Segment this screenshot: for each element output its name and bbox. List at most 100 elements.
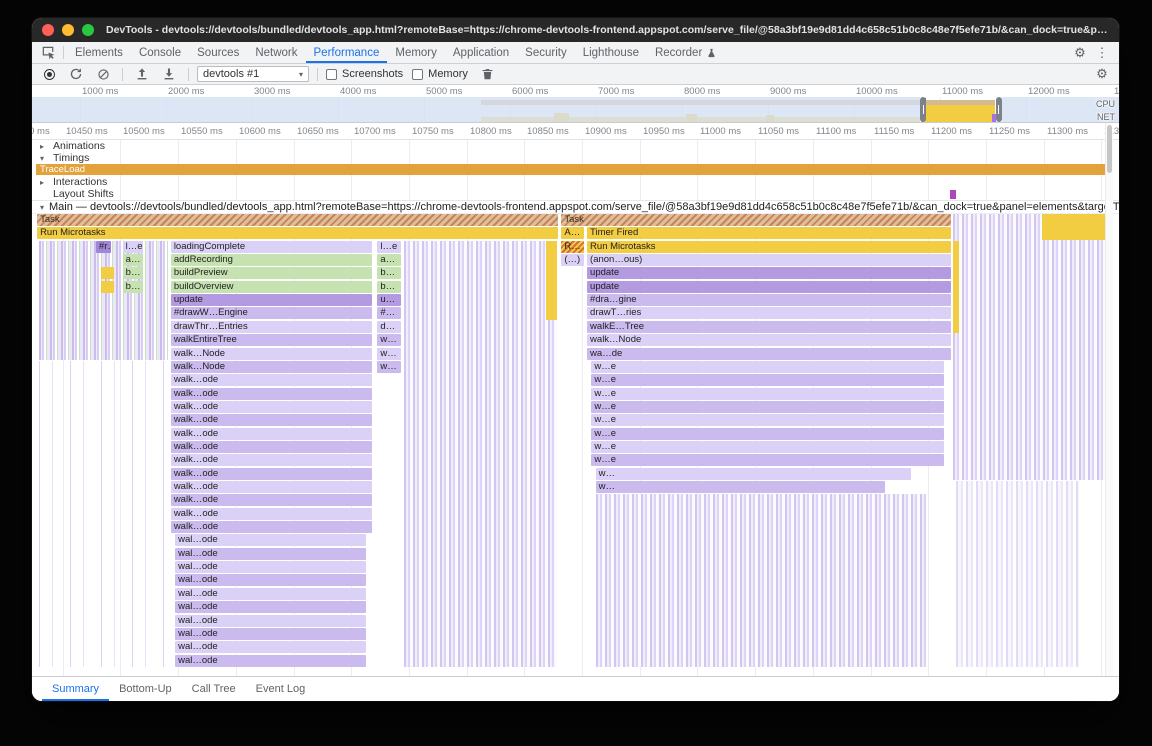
flame-bar[interactable]: update <box>587 280 951 293</box>
flame-bar[interactable]: w…e <box>591 454 945 467</box>
flame-bar[interactable]: (…) <box>561 254 584 267</box>
flame-bar[interactable]: drawThr…Entries <box>170 320 372 333</box>
flame-bar[interactable]: #dra…gine <box>587 294 951 307</box>
flame-bar[interactable]: u… <box>377 294 401 307</box>
flame-bar[interactable]: Run Microtasks <box>37 227 559 240</box>
flame-bar[interactable]: w… <box>377 360 401 373</box>
flame-bar[interactable]: w… <box>595 467 912 480</box>
flame-bar[interactable]: l…e <box>122 240 143 253</box>
flame-bar[interactable]: w…e <box>591 387 945 400</box>
track-interactions[interactable]: ▸ Interactions <box>32 176 1119 188</box>
flame-bar[interactable]: wal…ode <box>175 561 366 574</box>
load-profile-icon[interactable] <box>131 65 153 83</box>
flame-bar[interactable]: Task <box>561 214 950 226</box>
timeline-overview[interactable]: CPU NET 1000 ms 2000 ms 3000 ms 4000 ms 5000… <box>32 85 1119 123</box>
timeline-ruler[interactable]: 10400 ms 10450 ms 10500 ms 10550 ms 10600 ms… <box>32 123 1119 140</box>
flame-bar[interactable]: #r…s <box>95 240 111 253</box>
flame-bar[interactable]: buildOverview <box>170 280 372 293</box>
flame-bar[interactable]: #… <box>377 307 401 320</box>
flame-bar[interactable]: wal…ode <box>175 614 366 627</box>
flame-bar[interactable]: walk…Node <box>170 360 372 373</box>
flame-bar[interactable]: addRecording <box>170 254 372 267</box>
overview-cpu-strip[interactable] <box>32 97 1119 122</box>
flame-bar[interactable]: wal…ode <box>175 601 366 614</box>
tab-application[interactable]: Application <box>445 42 517 63</box>
flame-bar[interactable]: walk…ode <box>170 374 372 387</box>
tab-sources[interactable]: Sources <box>189 42 247 63</box>
capture-settings-gear-icon[interactable]: ⚙ <box>1096 66 1108 81</box>
track-timings[interactable]: ▾ Timings <box>32 152 1119 164</box>
tab-elements[interactable]: Elements <box>67 42 131 63</box>
drawer-tab-call-tree[interactable]: Call Tree <box>191 683 236 695</box>
flame-bar[interactable]: wal…ode <box>175 547 366 560</box>
flame-bar[interactable]: b… <box>122 280 143 293</box>
flame-bar[interactable]: A… <box>561 227 584 240</box>
tab-memory[interactable]: Memory <box>387 42 445 63</box>
flame-bar[interactable]: w… <box>377 334 401 347</box>
titlebar[interactable]: DevTools - devtools://devtools/bundled/d… <box>32 18 1119 42</box>
flame-bar[interactable]: walk…ode <box>170 521 372 534</box>
flame-bar[interactable]: update <box>170 294 372 307</box>
flame-bar[interactable]: l…e <box>377 240 401 253</box>
track-layout-shifts[interactable]: Layout Shifts <box>32 188 1119 200</box>
flame-bar[interactable]: b… <box>122 267 143 280</box>
tab-network[interactable]: Network <box>247 42 305 63</box>
garbage-collect-icon[interactable] <box>477 65 499 83</box>
flame-bar[interactable]: w… <box>595 481 885 493</box>
cpu-profile-select[interactable]: devtools #1 ▾ <box>197 66 309 82</box>
flame-bar[interactable]: a… <box>122 254 143 267</box>
flame-bar[interactable]: walk…ode <box>170 414 372 427</box>
flame-bar[interactable]: walk…ode <box>170 387 372 400</box>
flame-bar[interactable] <box>101 280 115 293</box>
flame-bar[interactable]: walk…ode <box>170 440 372 453</box>
inspect-element-icon[interactable] <box>36 45 60 60</box>
flame-bar[interactable]: b… <box>377 267 401 280</box>
flame-bar[interactable]: wal…ode <box>175 654 366 667</box>
track-animations[interactable]: ▸ Animations <box>32 140 1119 152</box>
drawer-tab-bottom-up[interactable]: Bottom-Up <box>119 683 172 695</box>
flame-bar[interactable]: w…e <box>591 400 945 413</box>
track-main-header[interactable]: ▾ Main — devtools://devtools/bundled/dev… <box>32 200 1119 214</box>
flame-bar[interactable]: b… <box>377 280 401 293</box>
tab-console[interactable]: Console <box>131 42 189 63</box>
reload-and-record-icon[interactable] <box>65 65 87 83</box>
flame-bar[interactable]: Run Microtasks <box>587 240 951 253</box>
selection-handle[interactable] <box>995 97 1002 122</box>
flame-bar[interactable]: w…e <box>591 440 945 453</box>
flame-bar[interactable]: walk…ode <box>170 467 372 480</box>
tab-security[interactable]: Security <box>517 42 575 63</box>
flame-bar[interactable]: walk…ode <box>170 481 372 493</box>
flame-bar[interactable]: walkEntireTree <box>170 334 372 347</box>
flame-bar[interactable]: walk…Node <box>587 334 951 347</box>
flame-bar[interactable]: walkE…Tree <box>587 320 951 333</box>
flame-bar[interactable]: loadingComplete <box>170 240 372 253</box>
scrollbar-thumb[interactable] <box>1107 125 1112 173</box>
flame-bar[interactable]: Timer Fired <box>587 227 951 240</box>
record-button[interactable] <box>38 65 60 83</box>
drawer-tab-event-log[interactable]: Event Log <box>255 683 306 695</box>
timing-bar-traceload[interactable]: TraceLoad <box>36 164 1106 175</box>
flame-bar[interactable]: R… <box>561 240 583 253</box>
flame-bar[interactable]: wa…de <box>587 347 951 360</box>
flame-bar[interactable]: Task <box>37 214 558 226</box>
flame-bar[interactable]: update <box>587 267 951 280</box>
flame-bar[interactable]: a… <box>377 254 401 267</box>
flame-bar[interactable]: w…e <box>591 360 945 373</box>
memory-checkbox[interactable] <box>412 68 424 80</box>
flame-bar[interactable]: buildPreview <box>170 267 372 280</box>
settings-gear-icon[interactable]: ⚙ <box>1074 44 1086 60</box>
flame-bar[interactable]: walk…Node <box>170 347 372 360</box>
flame-bar[interactable]: walk…ode <box>170 400 372 413</box>
close-button[interactable] <box>42 24 54 36</box>
zoom-button[interactable] <box>82 24 94 36</box>
flame-bar[interactable]: walk…ode <box>170 454 372 467</box>
flame-bar[interactable]: w…e <box>591 414 945 427</box>
tab-recorder[interactable]: Recorder <box>647 42 725 63</box>
flame-bar[interactable]: wal…ode <box>175 641 366 654</box>
save-profile-icon[interactable] <box>158 65 180 83</box>
flame-bar[interactable]: walk…ode <box>170 507 372 520</box>
tab-lighthouse[interactable]: Lighthouse <box>575 42 647 63</box>
flame-bar[interactable]: w…e <box>591 374 945 387</box>
screenshots-checkbox[interactable] <box>326 68 337 80</box>
flame-bar[interactable]: wal…ode <box>175 627 366 640</box>
